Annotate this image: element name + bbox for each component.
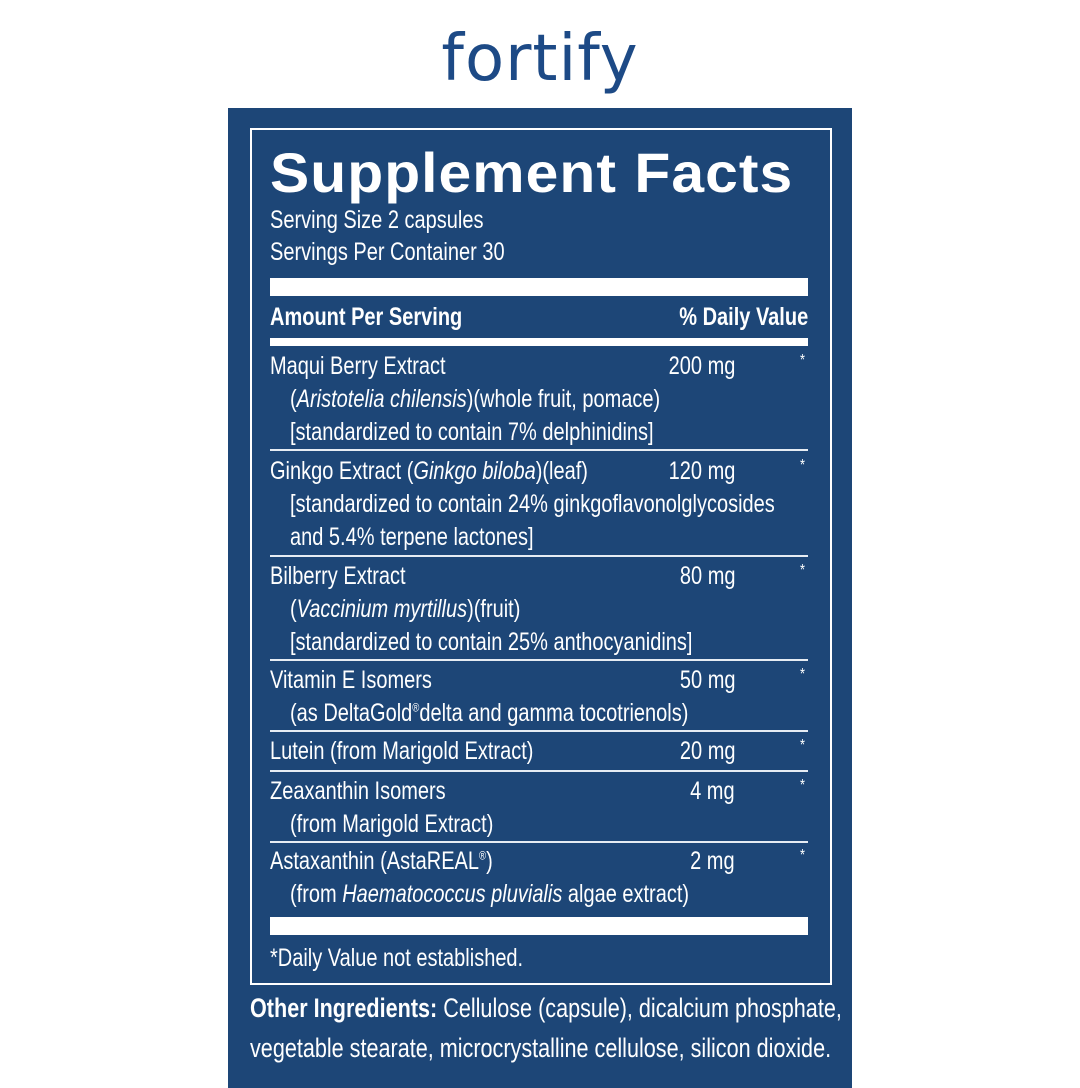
ingredient-detail: (Aristotelia chilensis)(whole fruit, pom…: [290, 385, 660, 414]
other-ingredients-line1: Other Ingredients: Cellulose (capsule), …: [250, 993, 842, 1024]
text-segment: Zeaxanthin Isomers: [270, 777, 446, 805]
other-ingredients-text: Cellulose (capsule), dicalcium phosphate…: [437, 993, 842, 1023]
footnote: *Daily Value not established.: [270, 944, 524, 972]
row-divider: [270, 449, 808, 451]
daily-value-asterisk: *: [800, 352, 805, 369]
text-segment: (as DeltaGold: [290, 699, 413, 727]
ingredient-amount: 200 mg: [668, 352, 735, 380]
text-segment: Astaxanthin (AstaREAL: [270, 847, 479, 875]
text-segment: )(whole fruit, pomace): [466, 385, 661, 413]
text-segment: delta and gamma tocotrienols): [419, 699, 689, 727]
divider-bar: [270, 278, 808, 296]
ingredient-detail: [standardized to contain 25% anthocyanid…: [290, 628, 693, 657]
ingredient-name: Ginkgo Extract (Ginkgo biloba)(leaf): [270, 457, 588, 486]
text-segment: Haematococcus pluvialis: [342, 880, 563, 908]
ingredient-name: Astaxanthin (AstaREAL®): [270, 847, 493, 876]
daily-value-asterisk: *: [800, 847, 805, 864]
ingredient-amount: 50 mg: [679, 666, 735, 694]
text-segment: [standardized to contain 24% ginkgoflavo…: [290, 490, 775, 518]
ingredient-amount: 120 mg: [668, 457, 735, 485]
other-ingredients-line2: vegetable stearate, microcrystalline cel…: [250, 1033, 832, 1063]
ingredient-amount: 80 mg: [679, 562, 735, 590]
other-ingredients-label: Other Ingredients:: [250, 993, 438, 1023]
daily-value-asterisk: *: [800, 562, 805, 579]
text-segment: ®: [412, 700, 420, 715]
text-segment: Bilberry Extract: [270, 562, 406, 590]
ingredient-name: Zeaxanthin Isomers: [270, 777, 446, 806]
text-segment: Lutein (from Marigold Extract): [270, 737, 534, 765]
ingredient-detail: [standardized to contain 24% ginkgoflavo…: [290, 490, 775, 519]
text-segment: Maqui Berry Extract: [270, 352, 446, 380]
text-segment: (: [290, 595, 297, 623]
text-segment: ®: [479, 848, 487, 863]
ingredient-detail: (Vaccinium myrtillus)(fruit): [290, 595, 520, 624]
text-segment: Vitamin E Isomers: [270, 666, 432, 694]
serving-size: Serving Size 2 capsules: [270, 206, 484, 234]
daily-value-asterisk: *: [800, 666, 805, 683]
daily-value-header: % Daily Value: [679, 303, 808, 331]
ingredient-detail: (as DeltaGold®delta and gamma tocotrieno…: [290, 699, 688, 728]
daily-value-asterisk: *: [800, 457, 805, 474]
ingredient-amount: 2 mg: [690, 847, 735, 875]
ingredient-amount: 4 mg: [690, 777, 735, 805]
row-divider: [270, 770, 808, 772]
row-divider: [270, 555, 808, 557]
text-segment: (: [290, 385, 297, 413]
text-segment: Vaccinium myrtillus: [296, 595, 468, 623]
row-divider: [270, 730, 808, 732]
ingredient-detail: and 5.4% terpene lactones]: [290, 523, 534, 552]
text-segment: (from: [290, 880, 343, 908]
brand-logo: fortify: [441, 22, 639, 96]
ingredient-name: Lutein (from Marigold Extract): [270, 737, 533, 766]
ingredient-name: Vitamin E Isomers: [270, 666, 432, 695]
row-divider: [270, 841, 808, 843]
text-segment: [standardized to contain 25% anthocyanid…: [290, 628, 693, 656]
ingredient-detail: (from Haematococcus pluvialis algae extr…: [290, 880, 689, 909]
text-segment: algae extract): [562, 880, 690, 908]
text-segment: )(leaf): [535, 457, 588, 485]
text-segment: [standardized to contain 7% delphinidins…: [290, 418, 654, 446]
text-segment: and 5.4% terpene lactones]: [290, 523, 534, 551]
ingredient-name: Maqui Berry Extract: [270, 352, 446, 381]
text-segment: ): [486, 847, 493, 875]
ingredient-name: Bilberry Extract: [270, 562, 406, 591]
text-segment: (from Marigold Extract): [290, 810, 494, 838]
facts-box: [250, 128, 832, 985]
ingredient-amount: 20 mg: [679, 737, 735, 765]
text-segment: )(fruit): [467, 595, 521, 623]
divider-thick: [270, 338, 808, 346]
ingredient-detail: [standardized to contain 7% delphinidins…: [290, 418, 654, 447]
divider-bar: [270, 917, 808, 935]
servings-per-container: Servings Per Container 30: [270, 238, 505, 266]
ingredient-detail: (from Marigold Extract): [290, 810, 493, 839]
daily-value-asterisk: *: [800, 737, 805, 754]
text-segment: Ginkgo biloba: [413, 457, 536, 485]
text-segment: Ginkgo Extract (: [270, 457, 414, 485]
text-segment: Aristotelia chilensis: [296, 385, 467, 413]
row-divider: [270, 659, 808, 661]
daily-value-asterisk: *: [800, 777, 805, 794]
facts-title: Supplement Facts: [270, 141, 794, 204]
amount-per-serving-header: Amount Per Serving: [270, 303, 463, 331]
